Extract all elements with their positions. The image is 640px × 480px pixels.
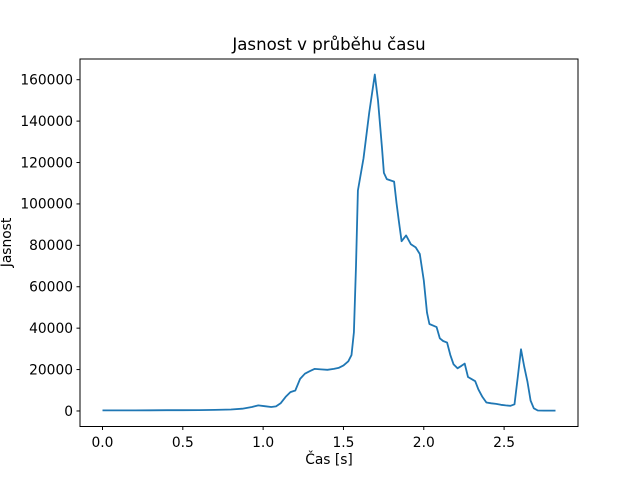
y-tick-label: 40000 bbox=[29, 321, 73, 337]
data-series bbox=[102, 73, 556, 412]
x-tick-label: 2.0 bbox=[413, 435, 435, 451]
x-tick-label: 1.0 bbox=[252, 435, 274, 451]
y-axis-ticks: 0 20000 40000 60000 80000 100000 120000 140000 1… bbox=[20, 73, 80, 420]
y-tick-label: 80000 bbox=[29, 238, 73, 254]
brightness-line bbox=[102, 73, 556, 412]
y-tick-label: 160000 bbox=[20, 73, 73, 89]
y-tick-label: 20000 bbox=[29, 362, 73, 378]
x-tick-label: 0.0 bbox=[92, 435, 114, 451]
x-axis-ticks: 0.0 0.5 1.0 1.5 2.0 2.5 bbox=[92, 426, 515, 451]
axes-border bbox=[79, 58, 579, 427]
y-axis-label: Jasnost bbox=[0, 217, 15, 268]
x-tick-label: 2.5 bbox=[493, 435, 515, 451]
x-tick-label: 0.5 bbox=[172, 435, 194, 451]
y-tick-label: 120000 bbox=[20, 155, 73, 171]
y-tick-label: 0 bbox=[64, 404, 73, 420]
y-tick-label: 100000 bbox=[20, 197, 73, 213]
y-tick-label: 60000 bbox=[29, 280, 73, 296]
chart-title: Jasnost v průběhu času bbox=[231, 35, 425, 54]
y-tick-label: 140000 bbox=[20, 114, 73, 130]
x-tick-label: 1.5 bbox=[332, 435, 354, 451]
x-axis-label: Čas [s] bbox=[305, 450, 353, 468]
